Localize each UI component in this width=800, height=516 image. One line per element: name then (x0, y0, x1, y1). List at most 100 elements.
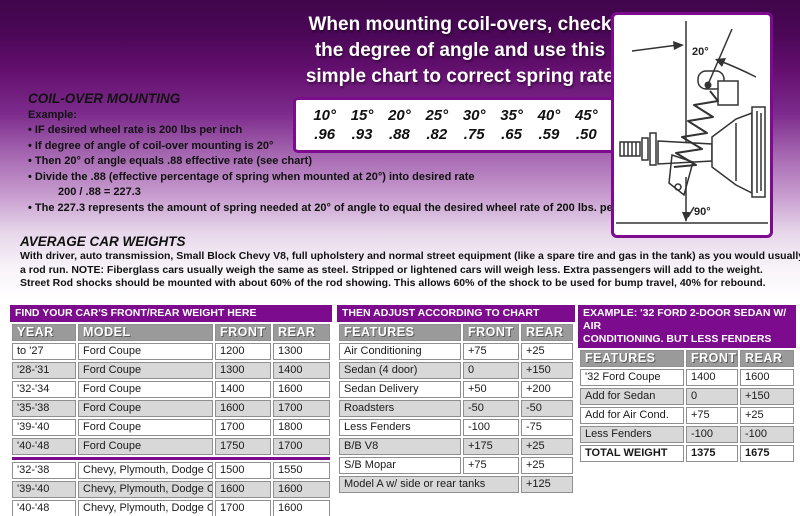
bullet-item: If degree of angle of coil-over mounting… (28, 139, 708, 155)
table-header-row: FEATURES FRONT REAR (580, 350, 794, 367)
column-header: YEAR (12, 324, 76, 341)
table-cell: +200 (521, 381, 573, 398)
table-cell: Ford Coupe (78, 343, 213, 360)
table-cell: 1600 (740, 369, 794, 386)
table-cell: Air Conditioning (339, 343, 461, 360)
table-header-row: FEATURES FRONT REAR (339, 324, 573, 341)
table-cell: Sedan Delivery (339, 381, 461, 398)
table-row: '39-'40 Ford Coupe 1700 1800 (12, 419, 330, 436)
table-cell: 1400 (273, 362, 330, 379)
top-banner: When mounting coil-overs, check the degr… (285, 12, 635, 90)
table-row: S/B Mopar +75 +25 (339, 457, 573, 474)
rate-angle: 25° (425, 107, 449, 124)
table-cell: 1700 (273, 438, 330, 455)
rate-value: .75 (463, 126, 485, 143)
table-cell: Ford Coupe (78, 381, 213, 398)
weights-table: FIND YOUR CAR'S FRONT/REAR WEIGHT HERE Y… (10, 305, 332, 516)
table-cell: Less Fenders (339, 419, 461, 436)
table-cell: to '27 (12, 343, 76, 360)
table-cell: '32-'38 (12, 462, 76, 479)
table-section-divider (12, 457, 330, 460)
rate-column: 25° .82 (425, 106, 448, 144)
rate-column: 10° .96 (313, 106, 336, 144)
table-cell: Chevy, Plymouth, Dodge Coupe (78, 462, 213, 479)
table-row: Less Fenders -100 -100 (580, 426, 794, 443)
column-header: REAR (740, 350, 794, 367)
table-cell: 1675 (740, 445, 794, 462)
table-row: Add for Sedan 0 +150 (580, 388, 794, 405)
table-cell: +25 (521, 438, 573, 455)
diagram-top-angle-label: 20° (692, 46, 709, 58)
table-cell: 1600 (215, 481, 271, 498)
column-header: FRONT (686, 350, 738, 367)
weights-table-title: FIND YOUR CAR'S FRONT/REAR WEIGHT HERE (10, 305, 332, 322)
formula-line: 200 / .88 = 227.3 (58, 186, 141, 198)
table-cell: B/B V8 (339, 438, 461, 455)
table-header-row: YEAR MODEL FRONT REAR (12, 324, 330, 341)
rate-column: 35° .65 (500, 106, 523, 144)
adjust-table-title: THEN ADJUST ACCORDING TO CHART (337, 305, 575, 322)
example-label: Example: (28, 109, 77, 121)
table-cell: S/B Mopar (339, 457, 461, 474)
table-cell: -100 (463, 419, 519, 436)
table-cell: '39-'40 (12, 419, 76, 436)
table-cell: -100 (740, 426, 794, 443)
table-row: Sedan Delivery +50 +200 (339, 381, 573, 398)
table-cell: '32-'34 (12, 381, 76, 398)
table-cell: Chevy, Plymouth, Dodge Coupe (78, 481, 213, 498)
table-cell: 1700 (215, 500, 271, 516)
table-cell: 1600 (215, 400, 271, 417)
adjust-data-table: FEATURES FRONT REAR Air Conditioning +75 +… (337, 322, 575, 495)
banner-line: When mounting coil-overs, check (308, 14, 612, 35)
adjust-table: THEN ADJUST ACCORDING TO CHART FEATURES … (337, 305, 575, 495)
table-cell: +25 (740, 407, 794, 424)
table-cell: 1400 (686, 369, 738, 386)
table-cell: +50 (463, 381, 519, 398)
table-cell: '32 Ford Coupe (580, 369, 684, 386)
table-cell: 1200 (215, 343, 271, 360)
table-row: Add for Air Cond. +75 +25 (580, 407, 794, 424)
table-row: Model A w/ side or rear tanks +125 (339, 476, 573, 493)
table-row: '35-'38 Ford Coupe 1600 1700 (12, 400, 330, 417)
diagram-bottom-angle-label: 90° (694, 206, 711, 218)
banner-line: simple chart to correct spring rate (305, 66, 615, 87)
rate-column: 40° .59 (538, 106, 561, 144)
table-cell: +25 (521, 343, 573, 360)
table-cell: '40-'48 (12, 500, 76, 516)
table-cell: '39-'40 (12, 481, 76, 498)
example-table: EXAMPLE: '32 FORD 2-DOOR SEDAN W/ AIR CO… (578, 305, 796, 464)
coil-over-bullets: IF desired wheel rate is 200 lbs per inc… (28, 123, 708, 216)
table-cell: 1375 (686, 445, 738, 462)
bullet-item: Then 20° of angle equals .88 effective r… (28, 154, 708, 170)
rate-value: .93 (351, 126, 373, 143)
rate-angle: 35° (500, 107, 523, 124)
table-cell: -100 (686, 426, 738, 443)
table-cell: +150 (740, 388, 794, 405)
table-cell: Add for Air Cond. (580, 407, 684, 424)
table-row: Sedan (4 door) 0 +150 (339, 362, 573, 379)
column-header: FEATURES (580, 350, 684, 367)
bullet-item: IF desired wheel rate is 200 lbs per inc… (28, 123, 708, 139)
table-cell: Chevy, Plymouth, Dodge Coupe (78, 500, 213, 516)
table-cell: 1700 (273, 400, 330, 417)
table-row: TOTAL WEIGHT 1375 1675 (580, 445, 794, 462)
table-cell: 1300 (215, 362, 271, 379)
coil-over-mounting-title: COIL-OVER MOUNTING (28, 91, 181, 106)
table-cell: Ford Coupe (78, 362, 213, 379)
table-row: Less Fenders -100 -75 (339, 419, 573, 436)
column-header: FRONT (463, 324, 519, 341)
table-row: Air Conditioning +75 +25 (339, 343, 573, 360)
table-cell: TOTAL WEIGHT (580, 445, 684, 462)
column-header: FRONT (215, 324, 271, 341)
table-cell: +75 (463, 343, 519, 360)
table-cell: Less Fenders (580, 426, 684, 443)
rate-value: .88 (389, 126, 410, 143)
table-cell: 1600 (273, 481, 330, 498)
table-cell: +75 (686, 407, 738, 424)
table-cell: '28-'31 (12, 362, 76, 379)
table-cell: -50 (521, 400, 573, 417)
